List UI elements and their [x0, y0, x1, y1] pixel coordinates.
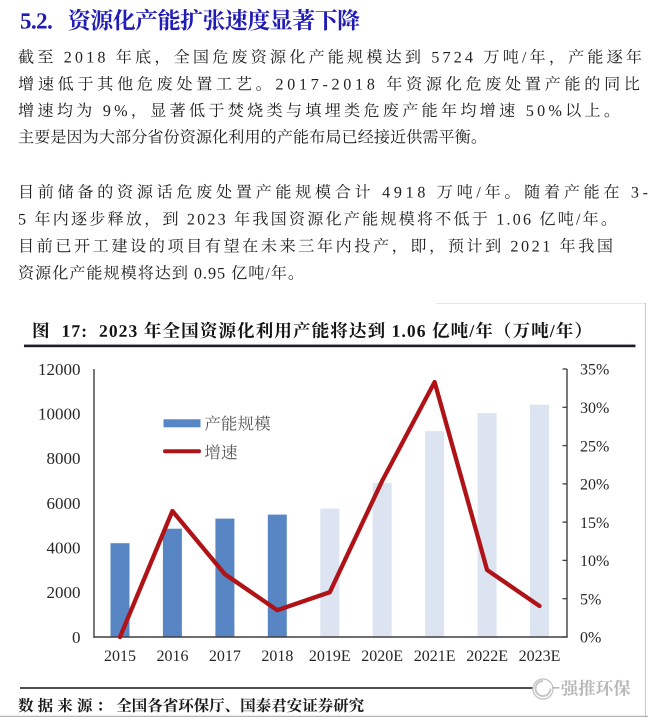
- svg-text:30%: 30%: [580, 400, 609, 417]
- svg-text:2018: 2018: [261, 648, 293, 665]
- svg-text:2015: 2015: [104, 648, 136, 665]
- svg-text:2016: 2016: [156, 648, 188, 665]
- svg-text:5%: 5%: [580, 591, 601, 608]
- svg-text:12000: 12000: [38, 360, 81, 379]
- svg-text:2000: 2000: [47, 583, 81, 602]
- svg-text:6000: 6000: [47, 494, 81, 513]
- svg-text:35%: 35%: [580, 362, 609, 379]
- svg-text:2019E: 2019E: [309, 648, 351, 665]
- svg-text:10000: 10000: [38, 405, 81, 424]
- svg-text:2021E: 2021E: [414, 648, 456, 665]
- svg-text:25%: 25%: [580, 438, 609, 455]
- svg-text:4000: 4000: [47, 539, 81, 558]
- svg-text:8000: 8000: [47, 449, 81, 468]
- svg-text:2017: 2017: [209, 648, 241, 665]
- svg-text:15%: 15%: [580, 515, 609, 532]
- svg-text:2022E: 2022E: [466, 648, 508, 665]
- svg-text:0%: 0%: [580, 630, 601, 647]
- svg-text:2023E: 2023E: [519, 648, 561, 665]
- svg-text:20%: 20%: [580, 477, 609, 494]
- svg-text:10%: 10%: [580, 553, 609, 570]
- svg-text:0: 0: [72, 628, 81, 647]
- svg-text:2020E: 2020E: [361, 648, 403, 665]
